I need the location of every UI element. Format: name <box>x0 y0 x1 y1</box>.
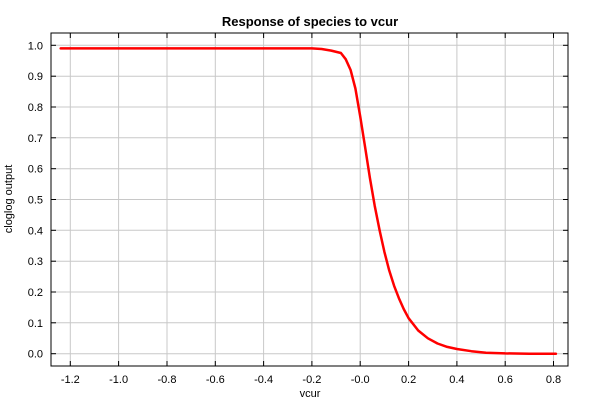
y-axis-label: cloglog output <box>3 165 15 234</box>
y-tick-label: 0.9 <box>28 71 43 83</box>
x-tick-label: -0.4 <box>254 374 273 386</box>
y-tick-label: 0.6 <box>28 164 43 176</box>
y-tick-label: 0.8 <box>28 102 43 114</box>
x-tick-label: 0.4 <box>449 374 464 386</box>
x-tick-label: -0.8 <box>158 374 177 386</box>
response-curve-line <box>59 47 558 355</box>
y-tick-label: 0.0 <box>28 349 43 361</box>
y-tick-label: 0.2 <box>28 287 43 299</box>
axis-ticks: -1.2 -1.0 -0.8 -0.6 -0.4 -0.2 -0.0 0.2 0.4 0.6 0.8… <box>28 33 568 386</box>
y-tick-label: 0.1 <box>28 318 43 330</box>
x-tick-label: 0.8 <box>546 374 561 386</box>
y-tick-label: 0.7 <box>28 133 43 145</box>
x-tick-label: -0.2 <box>302 374 321 386</box>
y-tick-label: 0.3 <box>28 256 43 268</box>
y-tick-label: 0.4 <box>28 225 43 237</box>
y-tick-label: 1.0 <box>28 40 43 52</box>
grid <box>51 33 568 366</box>
chart-title: Response of species to vcur <box>222 14 398 29</box>
series-layer <box>59 47 558 355</box>
x-tick-label: -1.2 <box>61 374 80 386</box>
x-tick-label: 0.6 <box>498 374 513 386</box>
x-tick-label: -0.0 <box>351 374 370 386</box>
y-tick-label: 0.5 <box>28 195 43 207</box>
x-axis-label: vcur <box>300 388 321 400</box>
x-tick-label: -1.0 <box>109 374 128 386</box>
x-tick-label: 0.2 <box>401 374 416 386</box>
x-tick-label: -0.6 <box>206 374 225 386</box>
